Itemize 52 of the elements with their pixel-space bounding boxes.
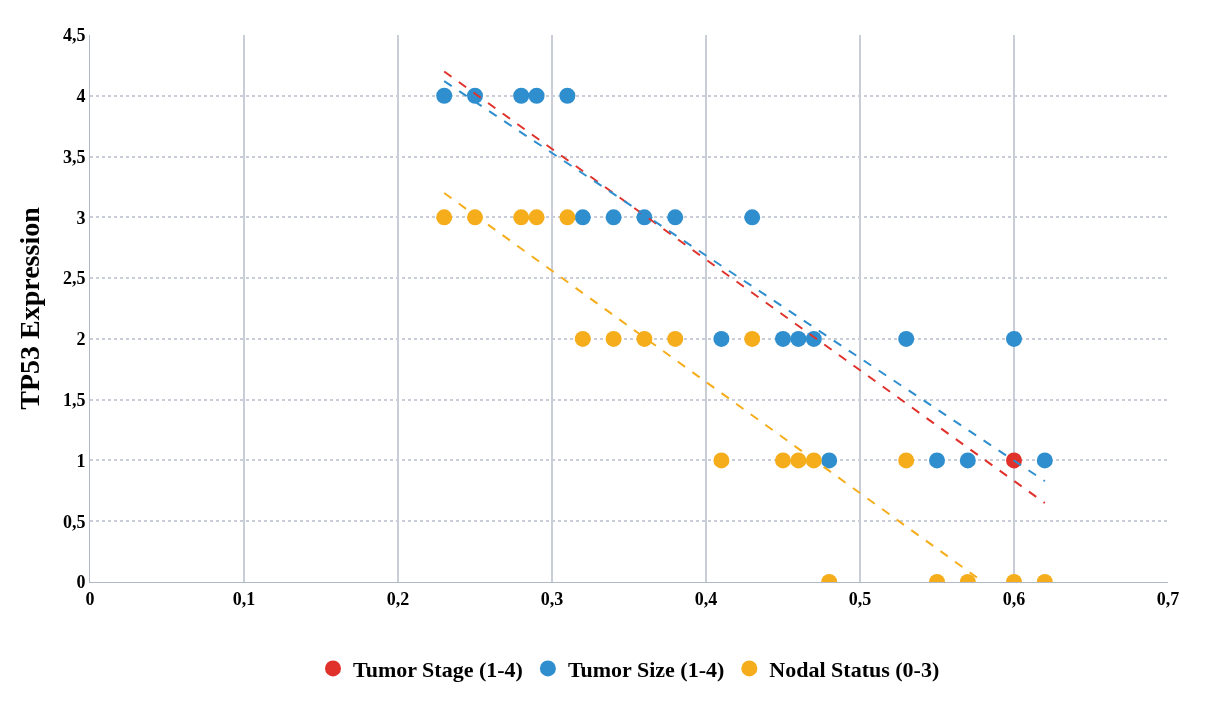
x-tick-label: 0,1 xyxy=(232,588,256,609)
y-tick-label: 4,5 xyxy=(62,25,86,46)
point xyxy=(775,330,791,347)
y-tick-label: 0 xyxy=(76,572,86,593)
point xyxy=(528,87,545,104)
y-tick-label: 0,5 xyxy=(62,511,86,532)
point xyxy=(559,209,576,226)
x-tick-label: 0,3 xyxy=(540,588,564,609)
y-tick-label: 1 xyxy=(76,450,86,471)
x-tick-label: 0,7 xyxy=(1156,588,1180,609)
point xyxy=(775,452,791,469)
y-tick-label: 4 xyxy=(76,86,86,107)
point xyxy=(559,87,576,104)
point xyxy=(605,209,622,226)
y-tick-label: 2 xyxy=(76,329,86,350)
y-tick-label: 2,5 xyxy=(62,268,86,289)
y-tick-label: 3 xyxy=(76,207,86,228)
y-tick-label: 3,5 xyxy=(62,146,86,167)
point xyxy=(667,209,684,226)
legend-label: Tumor Stage (1-4) xyxy=(353,657,523,683)
point xyxy=(959,452,976,469)
point xyxy=(790,452,807,469)
point xyxy=(605,330,622,347)
point xyxy=(790,330,807,347)
x-tick-label: 0,5 xyxy=(848,588,872,609)
legend-label: Tumor Size (1-4) xyxy=(567,657,725,683)
point xyxy=(898,330,915,347)
point xyxy=(513,209,530,226)
point xyxy=(528,209,545,226)
y-tick-label: 1,5 xyxy=(62,389,86,410)
point xyxy=(744,330,761,347)
point xyxy=(1036,452,1053,469)
point xyxy=(821,452,838,469)
point xyxy=(513,87,530,104)
point xyxy=(929,452,945,469)
point xyxy=(636,330,653,347)
x-tick-label: 0,6 xyxy=(1002,588,1026,609)
x-tick-label: 0,2 xyxy=(386,588,410,609)
point xyxy=(898,452,915,469)
x-tick-label: 0,4 xyxy=(694,588,718,609)
point xyxy=(744,209,761,226)
point xyxy=(574,209,591,226)
point xyxy=(713,452,730,469)
point xyxy=(436,209,453,226)
point xyxy=(436,87,453,104)
point xyxy=(574,330,591,347)
point xyxy=(713,330,730,347)
point xyxy=(1006,452,1022,469)
legend-label: Nodal Status (0-3) xyxy=(769,657,940,683)
point xyxy=(667,330,684,347)
y-axis-title: TP53 Expression xyxy=(13,206,45,410)
point xyxy=(1006,330,1022,347)
